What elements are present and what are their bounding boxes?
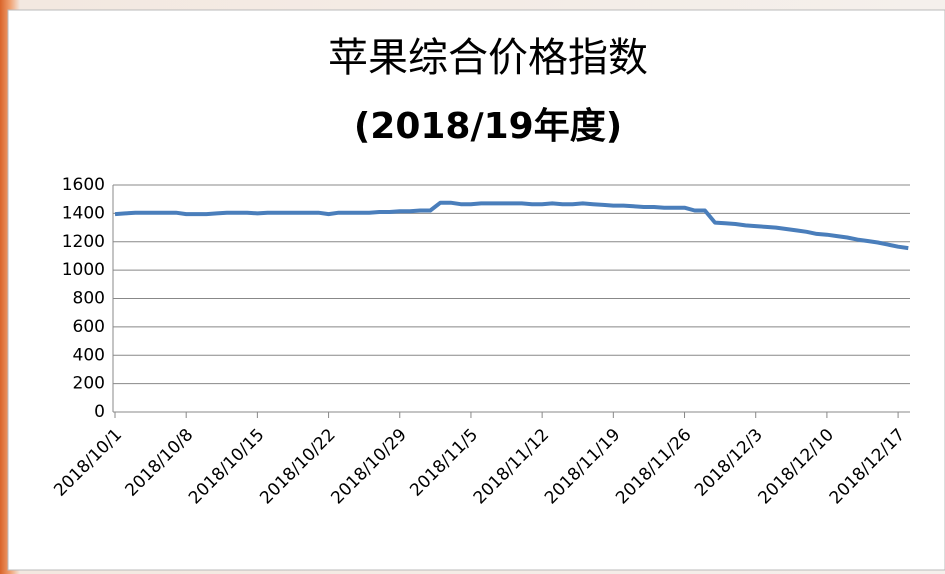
- y-tick-label: 400: [73, 345, 105, 365]
- y-tick-label: 1000: [62, 260, 105, 280]
- y-tick-label: 1200: [62, 232, 105, 252]
- y-tick-label: 600: [73, 317, 105, 337]
- y-tick-label: 800: [73, 289, 105, 309]
- y-tick-label: 0: [94, 402, 105, 422]
- chart-title: 苹果综合价格指数: [328, 35, 648, 81]
- chart-subtitle: (2018/19年度): [354, 106, 622, 147]
- chart: 苹果综合价格指数 (2018/19年度) 0 200 400 600 800 1000 12…: [0, 0, 945, 574]
- y-tick-label: 1400: [62, 203, 105, 223]
- y-tick-label: 1600: [62, 175, 105, 195]
- y-tick-label: 200: [73, 374, 105, 394]
- page: 苹果综合价格指数 (2018/19年度) 0 200 400 600 800 1000 12…: [0, 0, 945, 574]
